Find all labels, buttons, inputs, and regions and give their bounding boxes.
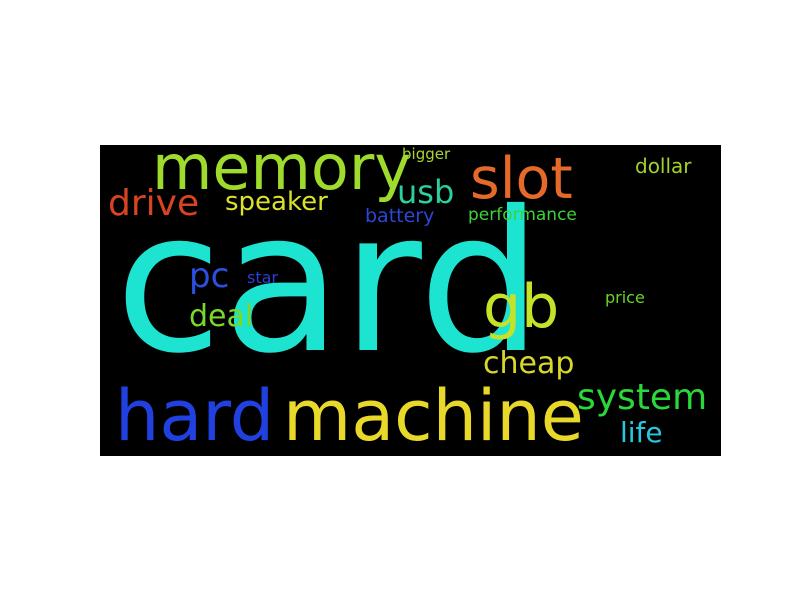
word-speaker: speaker <box>225 187 328 217</box>
word-machine: machine <box>283 375 584 456</box>
word-cheap: cheap <box>483 346 575 381</box>
word-price: price <box>605 288 645 307</box>
word-star: star <box>247 268 278 287</box>
word-battery: battery <box>365 205 435 227</box>
word-usb: usb <box>397 173 455 211</box>
word-memory: memory <box>152 145 412 204</box>
word-pc: pc <box>189 256 230 296</box>
word-slot: slot <box>470 146 573 212</box>
word-gb: gb <box>483 272 560 342</box>
word-performance: performance <box>468 205 577 225</box>
word-life: life <box>620 416 663 449</box>
word-dollar: dollar <box>635 154 692 178</box>
word-drive: drive <box>108 183 200 224</box>
word-bigger: bigger <box>402 145 451 163</box>
word-hard: hard <box>115 375 275 456</box>
word-cloud: card memory slot bigger dollar drive spe… <box>100 145 721 456</box>
word-card: card <box>115 169 543 396</box>
word-deal: deal <box>189 299 254 334</box>
word-system: system <box>577 377 708 418</box>
